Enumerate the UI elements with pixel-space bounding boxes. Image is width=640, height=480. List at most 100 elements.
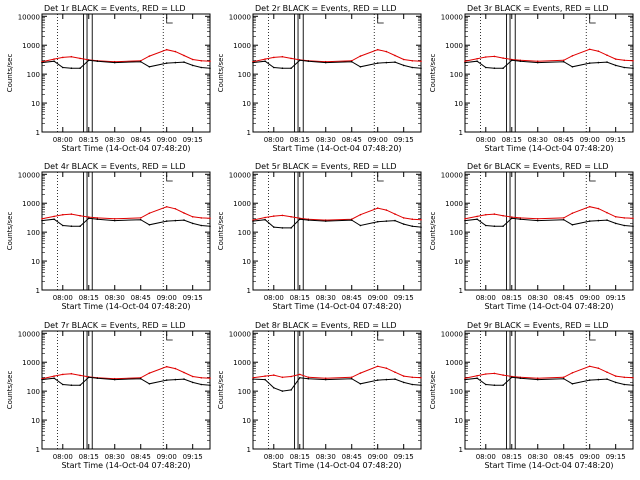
data-point-lld [536,218,539,220]
data-point-lld [62,56,64,59]
x-tick-label: 08:00 [476,294,496,302]
data-point-lld [632,60,634,62]
data-point-events [493,225,496,227]
data-point-lld [79,57,81,60]
data-point-lld [411,376,414,379]
data-point-lld [174,208,177,210]
data-point-lld [290,375,292,378]
data-point-events [464,219,466,222]
panel-title: Det 1r BLACK = Events, RED = LLD [44,4,186,13]
data-point-lld [376,207,379,209]
series-line-lld [41,206,211,220]
data-point-events [88,59,90,62]
y-axis-label: Counts/sec [6,212,14,251]
data-point-lld [70,213,73,215]
data-point-lld [402,217,405,219]
x-tick-label: 08:45 [342,294,362,302]
data-point-lld [536,60,539,62]
data-point-events [62,224,64,227]
data-point-events [299,218,301,220]
saa-marker [589,334,596,341]
data-point-lld [324,377,327,380]
y-tick-label: 10000 [18,171,40,179]
data-point-events [376,379,379,381]
data-point-events [597,219,600,222]
data-point-events [411,383,414,386]
data-point-events [88,217,90,220]
data-point-events [62,66,64,69]
data-point-events [96,377,99,380]
data-point-lld [411,218,414,220]
data-point-lld [165,365,168,368]
data-point-lld [420,218,422,221]
data-point-lld [632,217,634,220]
panel-title: Det 4r BLACK = Events, RED = LLD [44,162,186,171]
data-point-lld [281,55,284,58]
data-point-events [139,60,142,63]
plot-frame [464,13,634,133]
chart-panel-4: Det 4r BLACK = Events, RED = LLD 1 10 100 10… [6,162,211,311]
data-point-events [464,61,466,64]
data-point-lld [464,218,466,220]
data-point-events [324,61,327,64]
data-point-lld [597,367,600,370]
y-tick-label: 1 [247,287,251,295]
data-point-events [79,67,81,69]
data-point-lld [70,372,73,375]
y-tick-label: 1 [459,129,463,137]
data-point-lld [41,218,43,220]
x-tick-label: 09:00 [368,453,388,461]
data-point-lld [385,209,388,211]
x-tick-label: 08:30 [528,294,548,302]
data-point-events [252,61,254,64]
chart-panel-9: Det 9r BLACK = Events, RED = LLD 1 10 100 10… [429,321,634,470]
data-point-events [191,222,194,225]
data-point-events [411,225,414,227]
data-point-events [511,59,513,62]
data-point-events [264,218,266,221]
x-tick-label: 08:00 [53,453,73,461]
panel-title: Det 6r BLACK = Events, RED = LLD [467,162,609,171]
data-point-lld [62,373,64,376]
data-point-lld [165,206,168,208]
data-point-events [385,220,388,222]
data-point-events [597,61,600,64]
data-point-events [209,384,211,387]
x-tick-label: 08:30 [316,453,336,461]
data-point-events [62,383,64,386]
x-tick-label: 08:15 [79,294,99,302]
series-line-events [252,218,422,229]
data-point-lld [264,58,266,60]
data-point-events [79,384,81,387]
x-tick-label: 09:00 [157,136,177,144]
data-point-lld [411,60,414,62]
data-point-events [88,376,90,379]
y-axis-label: Counts/sec [6,371,14,410]
data-point-events [394,61,396,63]
x-tick-label: 09:15 [606,136,626,144]
y-tick-label: 10000 [229,13,251,21]
data-point-events [485,224,487,227]
data-point-lld [183,54,185,57]
data-point-lld [53,215,55,218]
data-point-events [113,61,116,64]
y-tick-label: 1000 [445,200,463,208]
y-tick-label: 10 [454,417,463,425]
data-point-events [183,61,185,63]
data-point-lld [502,374,504,376]
data-point-events [632,384,634,387]
data-point-events [614,64,617,67]
data-point-lld [290,216,292,218]
x-tick-label: 09:00 [157,294,177,302]
data-point-events [113,219,116,222]
y-tick-label: 1 [36,446,40,454]
data-point-lld [588,205,591,208]
y-tick-label: 1 [36,129,40,137]
data-point-events [420,226,422,228]
y-tick-label: 10 [454,258,463,266]
data-point-events [165,62,168,64]
data-point-events [307,377,310,380]
data-point-lld [614,375,617,377]
x-axis-label: Start Time (14-Oct-04 07:48:20) [484,302,613,311]
data-point-events [606,61,608,63]
